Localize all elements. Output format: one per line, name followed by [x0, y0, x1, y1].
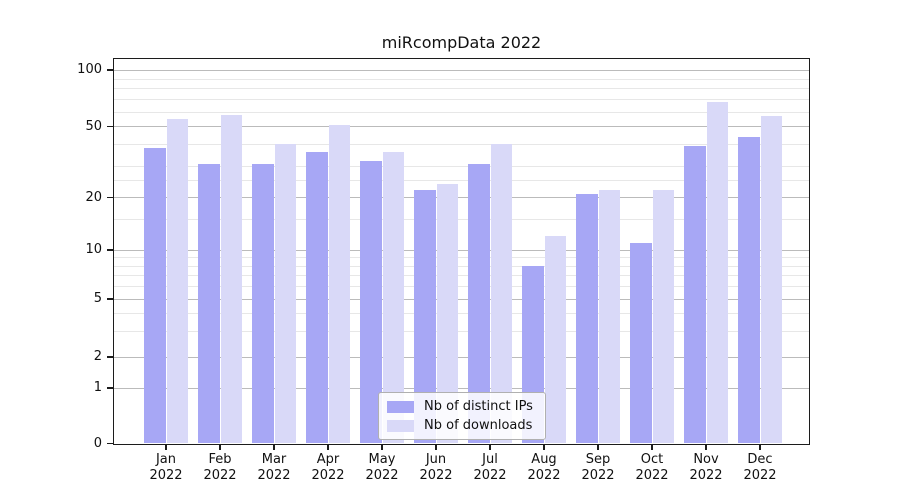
x-tick-label-apr: Apr 2022 — [311, 451, 345, 483]
bar-distinct-ips-jul — [468, 163, 490, 444]
bar-downloads-mar — [274, 143, 296, 444]
gridline-minor — [114, 313, 809, 315]
gridline-minor — [114, 331, 809, 333]
legend-item-distinct-ips: Nb of distinct IPs — [387, 399, 533, 414]
y-axis-tick — [107, 387, 114, 389]
x-axis-tick-oct — [651, 443, 653, 450]
gridline-major — [114, 356, 809, 358]
gridline-major — [114, 197, 809, 199]
bar-downloads-feb — [220, 114, 242, 444]
bar-distinct-ips-apr — [306, 152, 328, 444]
legend-swatch-downloads — [387, 419, 414, 432]
gridline-minor — [114, 111, 809, 113]
y-tick-label-1: 1 — [93, 380, 102, 395]
x-tick-label-aug: Aug 2022 — [527, 451, 561, 483]
y-axis-tick — [107, 356, 114, 358]
bar-downloads-may — [382, 152, 404, 444]
x-axis-tick-jun — [435, 443, 437, 450]
gridline-minor — [114, 88, 809, 90]
y-tick-label-2: 2 — [93, 349, 102, 364]
bar-distinct-ips-dec — [738, 136, 760, 444]
x-axis-tick-feb — [219, 443, 221, 450]
y-tick-label-0: 0 — [93, 435, 102, 451]
bar-distinct-ips-sep — [576, 193, 598, 444]
bar-downloads-oct — [652, 190, 674, 444]
chart-title: miRcompData 2022 — [381, 33, 542, 52]
x-axis-tick-aug — [543, 443, 545, 450]
x-tick-label-nov: Nov 2022 — [689, 451, 723, 483]
bar-downloads-sep — [598, 190, 620, 444]
gridline-major — [114, 126, 809, 128]
y-axis-tick — [107, 298, 114, 300]
bar-downloads-dec — [760, 115, 782, 444]
x-tick-label-jun: Jun 2022 — [419, 451, 453, 483]
legend-item-downloads: Nb of downloads — [387, 418, 533, 433]
gridline-minor — [114, 78, 809, 80]
gridline-minor — [114, 257, 809, 259]
bar-downloads-aug — [544, 236, 566, 444]
x-axis-tick-jan — [165, 443, 167, 450]
y-tick-label-5: 5 — [93, 291, 102, 306]
x-axis-tick-may — [381, 443, 383, 450]
bar-distinct-ips-feb — [198, 163, 220, 444]
x-tick-label-may: May 2022 — [365, 451, 399, 483]
x-axis-tick-jul — [489, 443, 491, 450]
gridline-major — [114, 69, 809, 71]
bar-distinct-ips-jun — [414, 190, 436, 444]
y-tick-label-50: 50 — [85, 118, 102, 134]
gridline-minor — [114, 143, 809, 145]
x-tick-label-jan: Jan 2022 — [149, 451, 183, 483]
bar-downloads-jun — [436, 183, 458, 444]
x-tick-label-mar: Mar 2022 — [257, 451, 291, 483]
bar-downloads-nov — [706, 101, 728, 444]
y-tick-label-20: 20 — [85, 189, 102, 205]
y-axis-tick — [107, 126, 114, 128]
legend-label-distinct-ips: Nb of distinct IPs — [424, 399, 533, 414]
y-tick-label-10: 10 — [85, 242, 102, 257]
y-axis-tick — [107, 442, 114, 445]
bar-downloads-apr — [328, 125, 350, 444]
x-tick-label-jul: Jul 2022 — [473, 451, 507, 483]
x-axis-tick-sep — [597, 443, 599, 450]
bar-distinct-ips-may — [360, 161, 382, 444]
x-axis-tick-mar — [273, 443, 275, 450]
x-tick-label-sep: Sep 2022 — [581, 451, 615, 483]
bar-distinct-ips-nov — [684, 145, 706, 444]
bar-downloads-jan — [166, 118, 188, 444]
gridline-minor — [114, 180, 809, 182]
x-tick-label-feb: Feb 2022 — [203, 451, 237, 483]
bar-distinct-ips-oct — [630, 242, 652, 444]
bar-downloads-jul — [490, 143, 512, 444]
x-tick-label-oct: Oct 2022 — [635, 451, 669, 483]
gridline-major — [114, 249, 809, 251]
bar-distinct-ips-mar — [252, 163, 274, 444]
y-tick-label-100: 100 — [77, 62, 102, 77]
x-axis-tick-apr — [327, 443, 329, 450]
gridline-major — [114, 298, 809, 300]
legend-swatch-distinct-ips — [387, 400, 414, 413]
x-axis-tick-nov — [705, 443, 707, 450]
gridline-minor — [114, 275, 809, 277]
gridline-minor — [114, 166, 809, 168]
y-axis-tick — [107, 197, 114, 199]
bar-distinct-ips-jan — [144, 147, 166, 444]
x-axis-tick-dec — [759, 443, 761, 450]
gridline-minor — [114, 286, 809, 288]
gridline-minor — [114, 265, 809, 267]
y-axis-tick — [107, 69, 114, 71]
gridline-minor — [114, 99, 809, 101]
legend-label-downloads: Nb of downloads — [424, 418, 533, 433]
y-axis-tick — [107, 249, 114, 251]
legend: Nb of distinct IPs Nb of downloads — [378, 392, 546, 440]
gridline-minor — [114, 219, 809, 221]
x-tick-label-dec: Dec 2022 — [743, 451, 777, 483]
plot-area: 0 1 2 5 10 20 50 100 Jan 2022 Feb 2022 Mar 2022 Apr 202… — [77, 57, 811, 483]
gridline-major — [114, 387, 809, 389]
